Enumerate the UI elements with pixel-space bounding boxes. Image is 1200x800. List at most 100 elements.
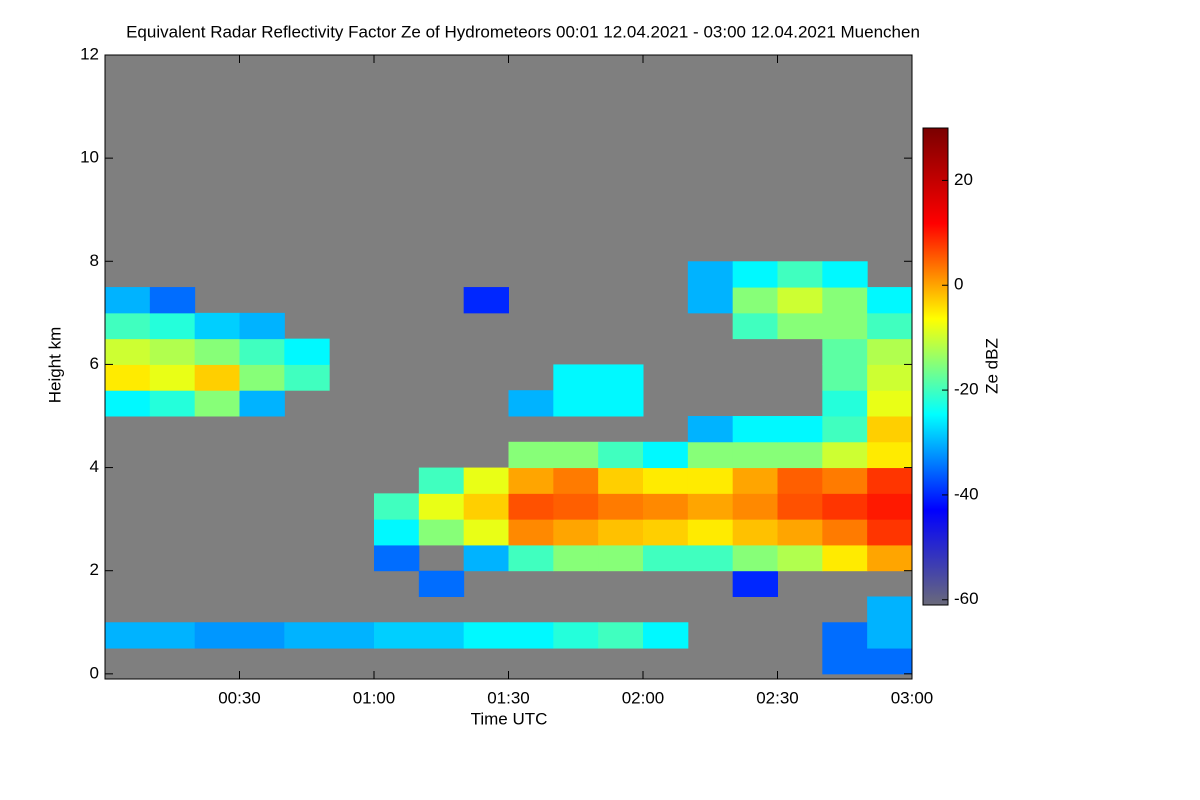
reflectivity-cell: [777, 544, 823, 572]
reflectivity-cell: [822, 648, 868, 675]
reflectivity-cell: [867, 390, 913, 417]
reflectivity-cell: [463, 467, 509, 494]
reflectivity-cell: [822, 287, 868, 314]
reflectivity-cell: [687, 441, 734, 469]
reflectivity-cell: [149, 390, 196, 417]
reflectivity-cell: [777, 312, 823, 340]
reflectivity-cell: [508, 519, 554, 546]
reflectivity-cell: [598, 441, 644, 469]
reflectivity-cell: [239, 390, 285, 417]
chart-title: Equivalent Radar Reflectivity Factor Ze …: [126, 22, 920, 41]
reflectivity-cell: [777, 441, 823, 469]
reflectivity-cell: [284, 338, 330, 365]
reflectivity-cell: [822, 312, 868, 340]
reflectivity-cell: [732, 519, 778, 546]
reflectivity-cell: [687, 493, 734, 520]
reflectivity-cell: [194, 622, 240, 649]
reflectivity-cell: [867, 493, 913, 520]
reflectivity-cell: [105, 390, 151, 417]
reflectivity-cell: [822, 622, 868, 649]
reflectivity-cell: [822, 519, 868, 546]
reflectivity-cell: [284, 622, 330, 649]
x-tick-label: 02:00: [622, 688, 665, 707]
reflectivity-cell: [687, 287, 734, 314]
reflectivity-cell: [149, 287, 196, 314]
reflectivity-cell: [777, 261, 823, 288]
reflectivity-cell: [374, 519, 420, 546]
reflectivity-cell: [643, 622, 689, 649]
cells: [105, 261, 913, 675]
reflectivity-cell: [508, 544, 554, 572]
reflectivity-cell: [418, 467, 465, 494]
reflectivity-cell: [867, 544, 913, 572]
reflectivity-cell: [777, 467, 823, 494]
reflectivity-cell: [732, 312, 778, 340]
reflectivity-cell: [732, 415, 778, 443]
reflectivity-cell: [463, 493, 509, 520]
y-tick-label: 4: [90, 457, 99, 476]
reflectivity-cell: [194, 364, 240, 391]
colorbar: [922, 127, 949, 606]
reflectivity-cell: [598, 544, 644, 572]
reflectivity-cell: [867, 364, 913, 391]
reflectivity-cell: [149, 338, 196, 365]
reflectivity-cell: [598, 493, 644, 520]
reflectivity-cell: [777, 493, 823, 520]
y-tick-label: 8: [90, 251, 99, 270]
x-axis-label: Time UTC: [471, 709, 548, 728]
reflectivity-cell: [867, 622, 913, 649]
reflectivity-cell: [732, 570, 778, 597]
reflectivity-cell: [239, 622, 285, 649]
reflectivity-cell: [463, 622, 509, 649]
reflectivity-cell: [508, 441, 554, 469]
reflectivity-cell: [508, 622, 554, 649]
reflectivity-cell: [149, 312, 196, 340]
reflectivity-cell: [867, 312, 913, 340]
reflectivity-cell: [508, 390, 554, 417]
reflectivity-cell: [822, 338, 868, 365]
reflectivity-cell: [643, 441, 689, 469]
reflectivity-cell: [418, 622, 465, 649]
reflectivity-cell: [732, 287, 778, 314]
x-tick-label: 03:00: [891, 688, 934, 707]
reflectivity-cell: [553, 544, 599, 572]
reflectivity-cell: [508, 493, 554, 520]
reflectivity-cell: [463, 519, 509, 546]
reflectivity-cell: [194, 338, 240, 365]
reflectivity-cell: [374, 493, 420, 520]
reflectivity-cell: [598, 467, 644, 494]
reflectivity-cell: [687, 467, 734, 494]
y-tick-label: 2: [90, 560, 99, 579]
reflectivity-cell: [239, 312, 285, 340]
reflectivity-cell: [822, 493, 868, 520]
reflectivity-cell: [329, 622, 375, 649]
colorbar-tick-label: 0: [954, 275, 963, 294]
reflectivity-cell: [598, 519, 644, 546]
reflectivity-cell: [867, 648, 913, 675]
reflectivity-cell: [105, 287, 151, 314]
y-tick-label: 0: [90, 663, 99, 682]
reflectivity-cell: [374, 622, 420, 649]
reflectivity-cell: [822, 390, 868, 417]
reflectivity-cell: [867, 519, 913, 546]
reflectivity-cell: [553, 364, 599, 391]
reflectivity-cell: [687, 519, 734, 546]
reflectivity-cell: [687, 415, 734, 443]
reflectivity-cell: [777, 415, 823, 443]
colorbar-tick-label: -60: [954, 589, 979, 608]
x-tick-label: 01:30: [487, 688, 530, 707]
y-tick-label: 6: [90, 354, 99, 373]
reflectivity-cell: [418, 570, 465, 597]
reflectivity-cell: [822, 364, 868, 391]
reflectivity-cell: [732, 467, 778, 494]
reflectivity-cell: [239, 338, 285, 365]
reflectivity-cell: [732, 493, 778, 520]
reflectivity-cell: [687, 544, 734, 572]
reflectivity-cell: [643, 519, 689, 546]
y-tick-label: 12: [80, 44, 99, 63]
reflectivity-cell: [598, 364, 644, 391]
reflectivity-cell: [867, 467, 913, 494]
reflectivity-cell: [822, 544, 868, 572]
colorbar-tick-label: 20: [954, 170, 973, 189]
reflectivity-cell: [643, 493, 689, 520]
